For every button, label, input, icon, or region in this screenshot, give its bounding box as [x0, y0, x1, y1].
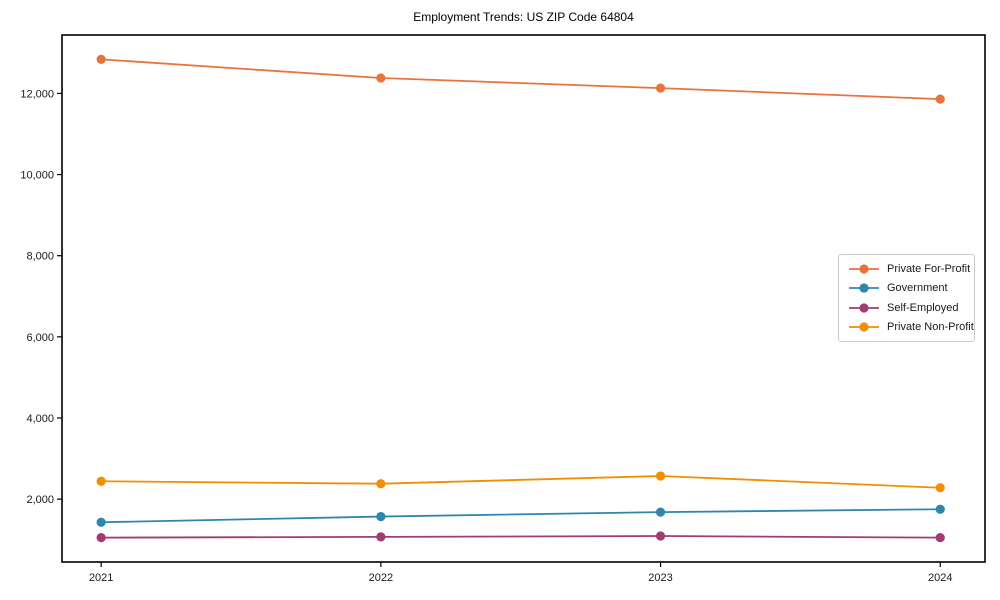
legend-marker-icon [849, 303, 879, 313]
data-point-marker [935, 533, 945, 543]
legend-marker-icon [849, 283, 879, 293]
x-axis-tick-label: 2022 [369, 572, 393, 584]
y-axis-tick-label: 10,000 [20, 170, 54, 182]
data-point-marker [376, 511, 386, 522]
x-axis-tick-label: 2024 [928, 572, 952, 584]
data-point-marker [96, 54, 106, 64]
legend-item-label: Government [887, 282, 948, 295]
data-point-marker [655, 531, 666, 541]
x-axis-tick-label: 2023 [648, 572, 672, 584]
legend-item-label: Private Non-Profit [887, 321, 974, 334]
series-line [101, 475, 941, 489]
y-axis-tick-label: 8,000 [26, 251, 54, 263]
data-point-marker [655, 83, 666, 93]
data-point-marker [935, 94, 945, 104]
y-axis-tick-label: 6,000 [26, 332, 54, 344]
legend-item: Private For-Profit [845, 259, 971, 279]
legend-marker-icon [849, 322, 879, 332]
legend-item: Self-Employed [845, 298, 968, 318]
y-axis-tick-label: 12,000 [20, 88, 54, 100]
legend-item-label: Private For-Profit [887, 262, 971, 275]
data-point-marker [376, 479, 386, 489]
data-point-marker [96, 533, 106, 543]
data-point-marker [935, 483, 945, 493]
data-point-marker [96, 517, 106, 527]
data-point-marker [96, 476, 106, 486]
data-point-marker [376, 73, 386, 83]
legend-marker-icon [849, 264, 879, 274]
legend-item: Private Non-Profit [845, 318, 974, 338]
data-point-marker [376, 532, 386, 542]
legend-item: Government [845, 279, 968, 299]
legend: Private For-Profit Government Self-Employe… [838, 254, 975, 342]
legend-item-label: Self-Employed [887, 301, 959, 314]
y-axis-tick-label: 4,000 [26, 413, 54, 425]
chart-title: Employment Trends: US ZIP Code 64804 [413, 10, 634, 24]
plot-frame [61, 34, 986, 563]
y-axis-tick-label: 2,000 [26, 494, 54, 506]
data-point-marker [655, 471, 666, 481]
data-point-marker [935, 504, 945, 514]
series-line [101, 535, 941, 539]
data-point-marker [655, 507, 666, 517]
series-line [101, 508, 941, 524]
x-axis-tick-label: 2021 [89, 572, 113, 584]
series-line [101, 58, 941, 100]
